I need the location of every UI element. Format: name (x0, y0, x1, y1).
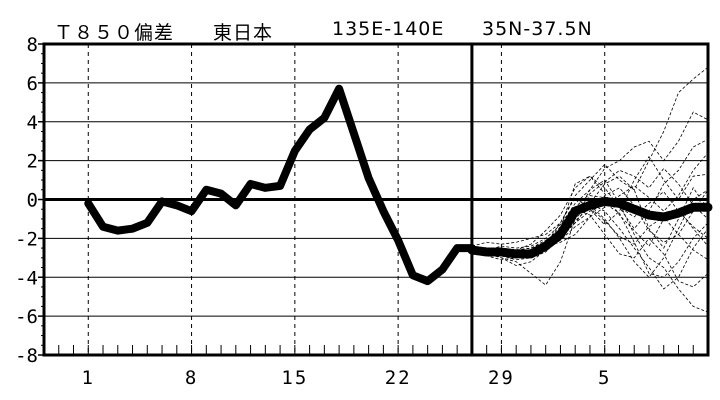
y-tick-label: 6 (27, 73, 38, 95)
tick-labels: 8 6 4 2 0 -2 -4 -6 -8 1 8 15 22 29 5 (15, 34, 611, 389)
ensemble-member-line (471, 67, 709, 247)
observed-line (84, 84, 476, 286)
x-tick-label: 1 (82, 367, 95, 389)
y-tick-label: 4 (27, 112, 38, 134)
y-tick-label: -8 (15, 345, 38, 367)
ensemble-member-line (471, 167, 709, 253)
ensemble-member-line (471, 202, 709, 278)
y-tick-label: 2 (27, 151, 38, 173)
title-latitude: 35N-37.5N (482, 18, 593, 40)
x-tick-label: 8 (185, 367, 198, 389)
title-longitude: 135E-140E (332, 18, 445, 40)
y-tick-label: -2 (15, 228, 38, 250)
ensemble-member-line (471, 208, 709, 288)
x-tick-label: 22 (385, 367, 412, 389)
ensemble-members (471, 67, 709, 313)
title-region: 東日本 (213, 22, 274, 44)
ensemble-mean-line (467, 196, 713, 259)
y-tick-label: -4 (15, 267, 38, 289)
y-tick-label: -6 (15, 306, 38, 328)
ensemble-member-line (471, 187, 709, 255)
chart-title: Ｔ８５０偏差 東日本 135E-140E 35N-37.5N (0, 0, 720, 44)
y-tick-label: 8 (27, 34, 38, 56)
ensemble-member-line (471, 175, 709, 286)
y-tick-label: 0 (27, 190, 38, 212)
x-tick-label: 29 (488, 367, 515, 389)
x-tick-label: 15 (281, 367, 308, 389)
series-lines (84, 84, 713, 286)
x-tick-label: 5 (598, 367, 611, 389)
title-variable: Ｔ８５０偏差 (54, 22, 175, 44)
ensemble-member-line (471, 111, 709, 251)
ensemble-member-line (471, 191, 709, 259)
ensemble-member-line (471, 152, 709, 259)
ticks (38, 43, 709, 356)
